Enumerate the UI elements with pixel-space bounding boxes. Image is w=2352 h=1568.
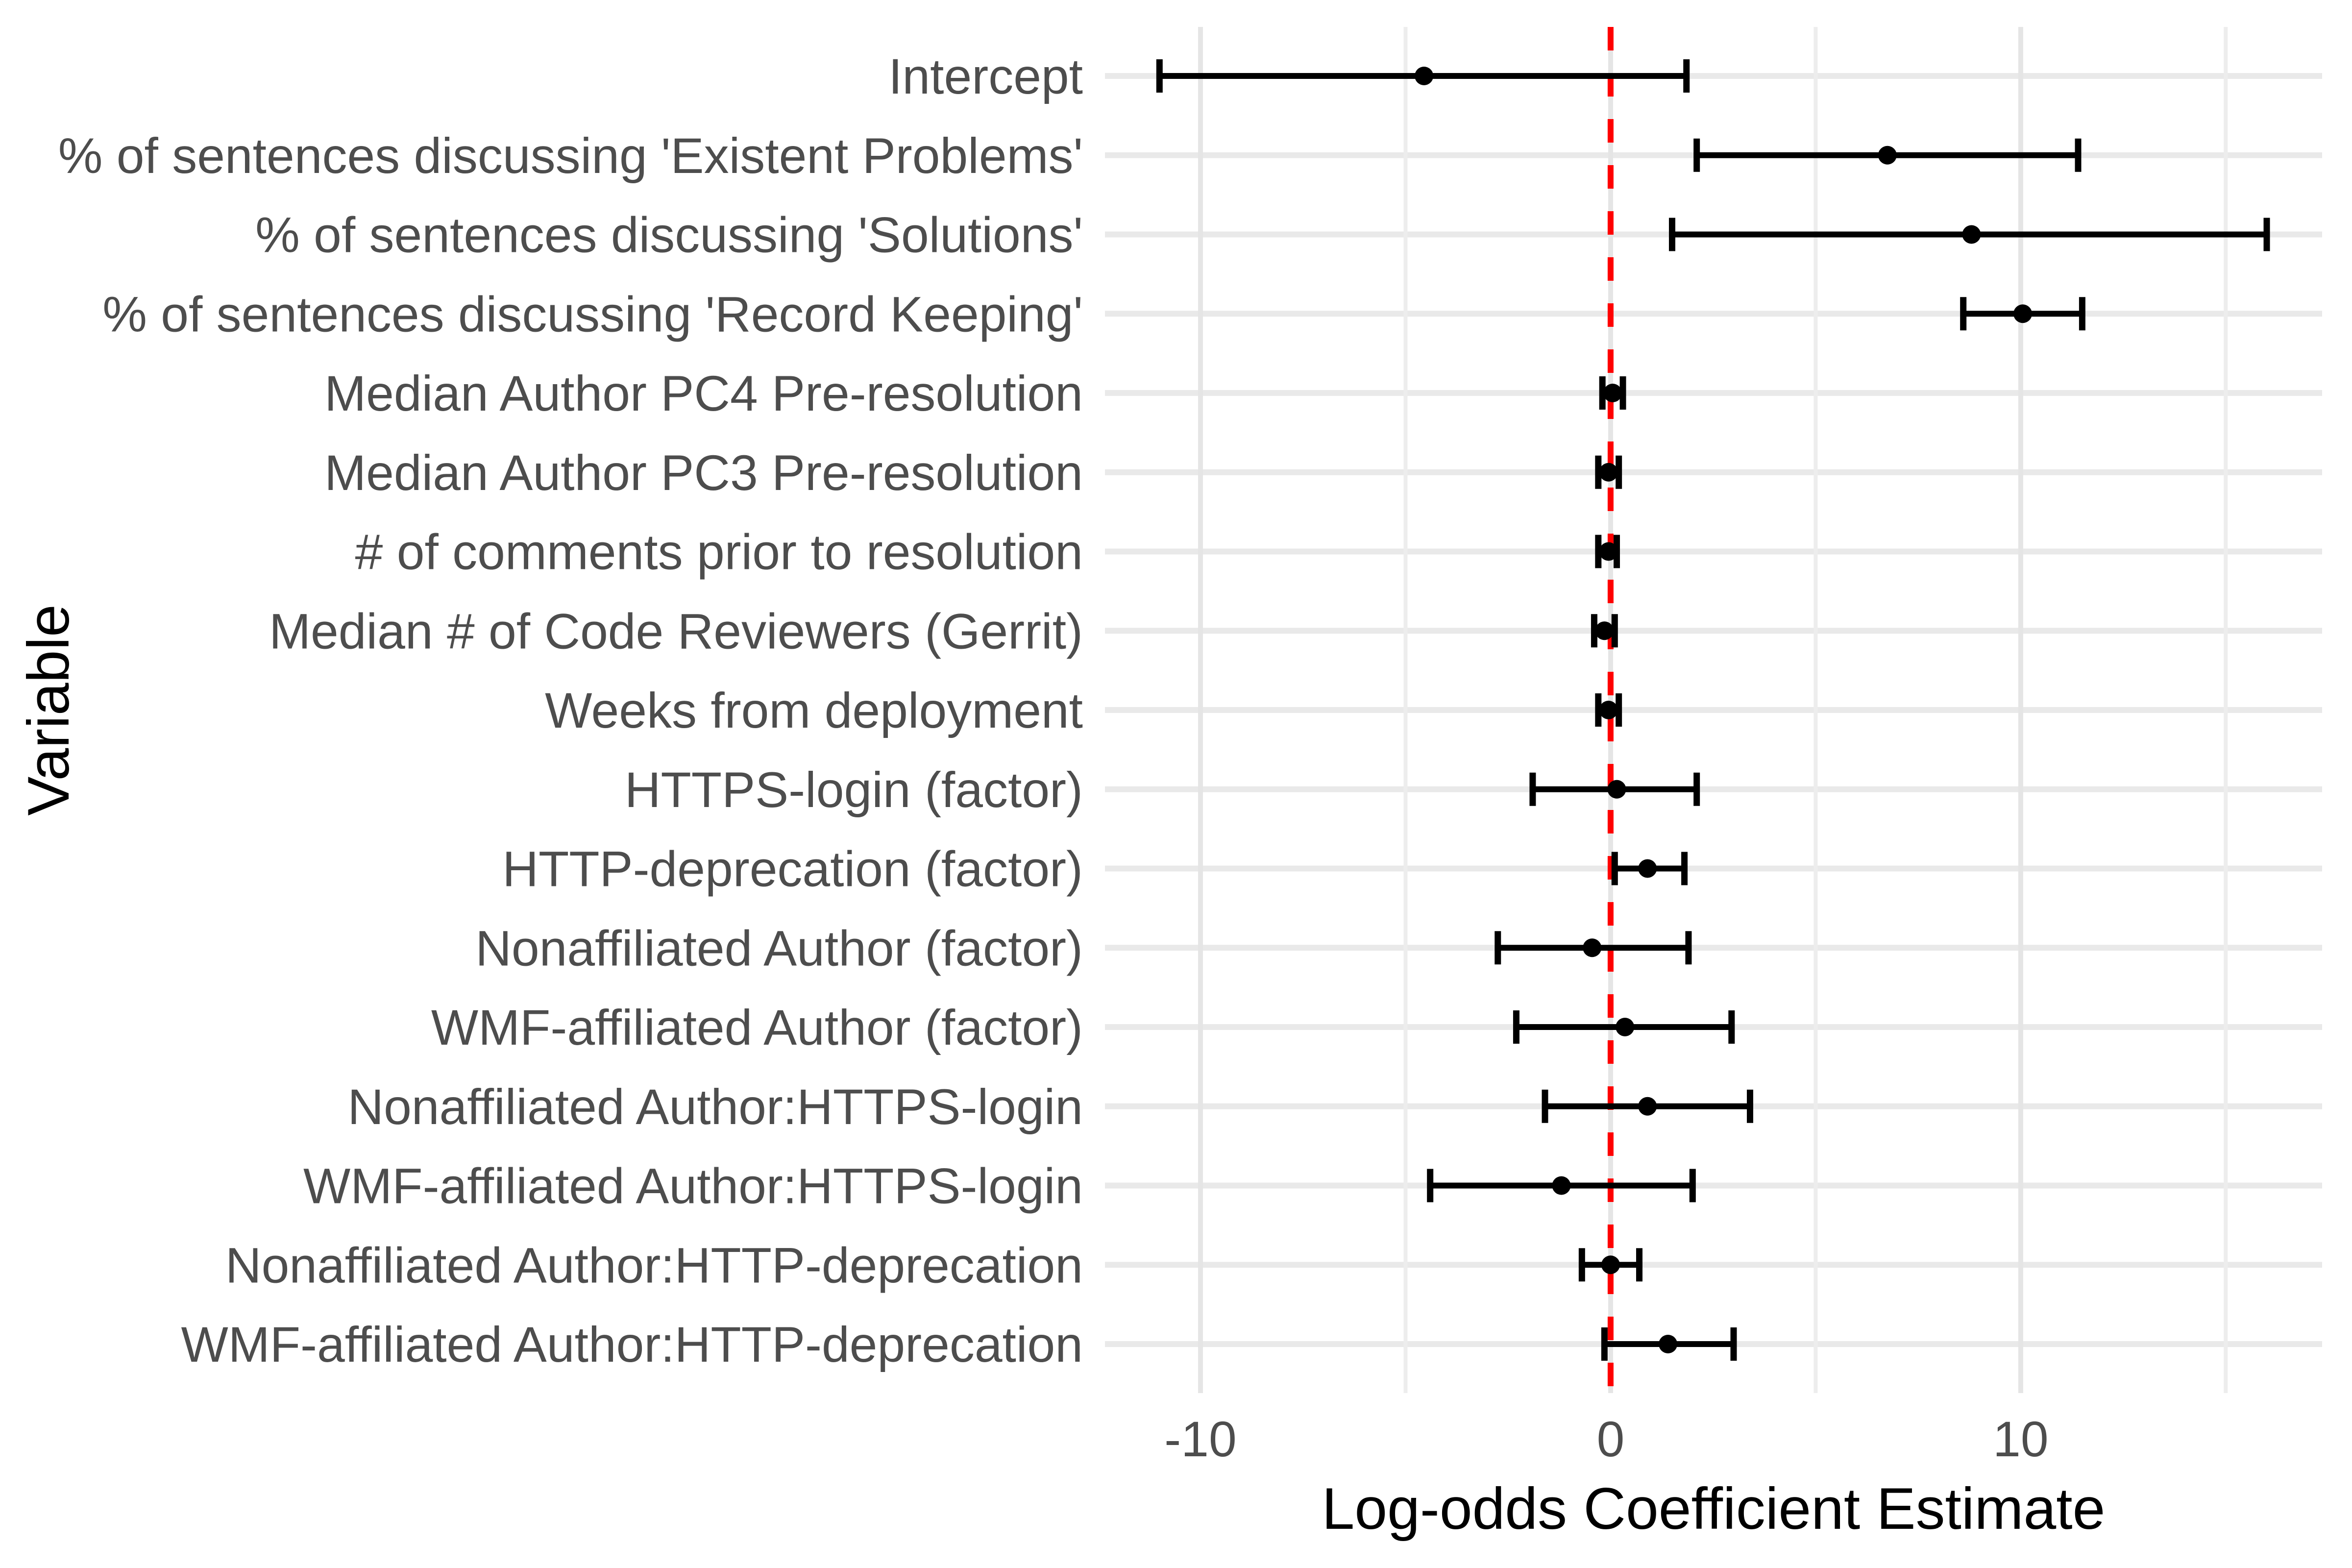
row-gridlines (1105, 73, 2322, 1347)
y-axis-tick-label: % of sentences discussing 'Solutions' (255, 207, 1083, 263)
estimate-point (1599, 542, 1618, 561)
error-bars-and-points (1156, 59, 2270, 1361)
y-axis-title: Variable (16, 604, 81, 815)
x-axis-tick-label: -10 (1164, 1411, 1236, 1467)
y-axis-tick-label: Intercept (888, 49, 1083, 104)
y-axis-tick-label: Median Author PC4 Pre-resolution (324, 366, 1083, 421)
coefficient-row (1611, 852, 1688, 885)
x-axis-tick-labels: -10 0 10 (1164, 1411, 2048, 1467)
coefficient-row (1529, 772, 1700, 806)
y-axis-tick-label: Median # of Code Reviewers (Gerrit) (269, 603, 1083, 659)
estimate-point (1583, 938, 1602, 957)
estimate-point (1638, 1097, 1657, 1116)
coefficient-row (1542, 1089, 1753, 1123)
y-axis-tick-label: # of comments prior to resolution (355, 524, 1083, 580)
estimate-point (1962, 225, 1981, 244)
coefficient-row (1595, 455, 1622, 489)
estimate-point (2013, 304, 2033, 323)
coefficient-row (1591, 614, 1618, 648)
coefficient-row (1960, 297, 2085, 331)
y-axis-tick-label: Median Author PC3 Pre-resolution (324, 445, 1083, 501)
coefficient-row (1494, 931, 1692, 965)
estimate-point (1599, 701, 1618, 719)
y-axis-tick-label: Nonaffiliated Author (factor) (475, 920, 1083, 976)
estimate-point (1601, 1255, 1620, 1274)
estimate-point (1552, 1176, 1571, 1195)
coefficient-row (1595, 535, 1620, 568)
y-axis-tick-label: HTTP-deprecation (factor) (502, 841, 1083, 897)
coefficient-row (1513, 1010, 1735, 1044)
estimate-point (1638, 859, 1657, 878)
y-axis-tick-label: % of sentences discussing 'Record Keepin… (102, 286, 1083, 342)
y-axis-tick-label: WMF-affiliated Author:HTTP-deprecation (181, 1317, 1083, 1372)
estimate-point (1878, 146, 1897, 165)
y-axis-tick-label: WMF-affiliated Author (factor) (431, 1000, 1083, 1055)
coefficient-row (1599, 376, 1626, 410)
estimate-point (1616, 1018, 1635, 1036)
coefficient-row (1693, 138, 2082, 172)
coefficient-row (1668, 218, 2270, 251)
estimate-point (1603, 384, 1622, 402)
coefficient-row (1578, 1248, 1643, 1282)
x-axis-title: Log-odds Coefficient Estimate (1322, 1476, 2106, 1542)
x-axis-tick-label: 10 (1993, 1411, 2048, 1467)
coefficient-row (1427, 1169, 1696, 1202)
estimate-point (1607, 780, 1626, 799)
estimate-point (1595, 621, 1614, 640)
y-axis-tick-labels: Intercept % of sentences discussing 'Exis… (58, 49, 1083, 1372)
coefficient-row (1601, 1327, 1737, 1361)
coefficient-row (1156, 59, 1690, 93)
estimate-point (1415, 67, 1434, 85)
coefficient-row (1595, 693, 1622, 727)
y-axis-tick-label: % of sentences discussing 'Existent Prob… (58, 128, 1083, 184)
y-axis-tick-label: Weeks from deployment (545, 683, 1083, 738)
y-axis-tick-label: Nonaffiliated Author:HTTP-deprecation (225, 1237, 1083, 1293)
y-axis-tick-label: HTTPS-login (factor) (625, 762, 1083, 818)
y-axis-tick-label: WMF-affiliated Author:HTTPS-login (303, 1158, 1083, 1214)
estimate-point (1599, 463, 1618, 482)
y-axis-tick-label: Nonaffiliated Author:HTTPS-login (347, 1079, 1083, 1135)
x-axis-tick-label: 0 (1597, 1411, 1625, 1467)
estimate-point (1659, 1335, 1678, 1353)
